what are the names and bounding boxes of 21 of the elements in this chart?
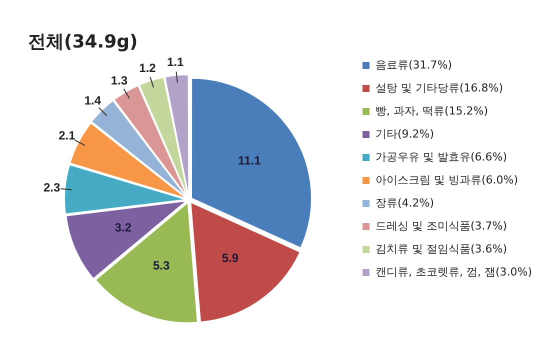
legend-label: 가공우유 및 발효유(6.6%)	[375, 150, 508, 164]
legend-label: 빵, 과자, 떡류(15.2%)	[375, 104, 488, 118]
legend-label: 음료류(31.7%)	[375, 58, 452, 72]
chart-title: 전체(34.9g)	[28, 31, 138, 52]
data-label: 1.1	[167, 55, 184, 70]
legend-label: 드레싱 및 조미식품(3.7%)	[375, 219, 508, 232]
data-label: 1.4	[84, 94, 102, 108]
legend-label: 아이스크림 및 빙과류(6.0%)	[375, 173, 518, 186]
data-label: 1.2	[139, 60, 156, 75]
data-label: 2.1	[58, 128, 76, 142]
legend-label: 장류(4.2%)	[375, 196, 434, 210]
legend-label: 캔디류, 초코렛류, 껌, 잼(3.0%)	[375, 265, 532, 278]
data-label: 3.2	[114, 220, 132, 235]
data-label: 11.1	[238, 153, 262, 168]
data-label: 2.3	[43, 180, 60, 194]
data-label: 1.3	[110, 73, 128, 88]
data-label: 5.9	[222, 250, 239, 265]
legend-label: 설탕 및 기타당류(16.8%)	[375, 81, 504, 94]
legend-label: 기타(9.2%)	[375, 127, 434, 140]
data-label: 5.3	[152, 258, 170, 272]
legend-label: 김치류 및 절임식품(3.6%)	[375, 242, 508, 256]
